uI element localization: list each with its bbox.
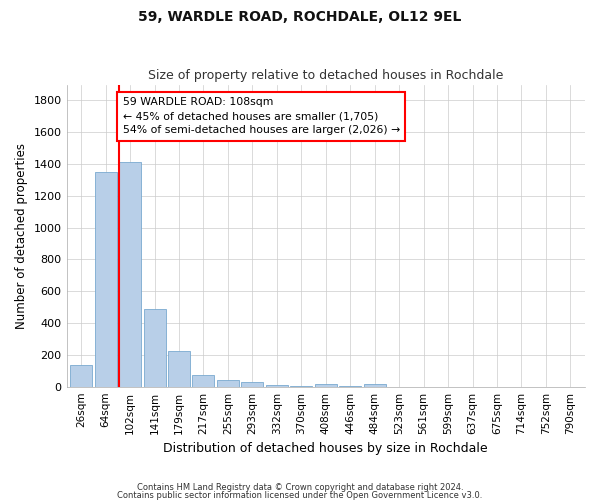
Bar — [217, 380, 239, 386]
Bar — [119, 162, 141, 386]
Text: Contains HM Land Registry data © Crown copyright and database right 2024.: Contains HM Land Registry data © Crown c… — [137, 484, 463, 492]
Text: 59, WARDLE ROAD, ROCHDALE, OL12 9EL: 59, WARDLE ROAD, ROCHDALE, OL12 9EL — [139, 10, 461, 24]
X-axis label: Distribution of detached houses by size in Rochdale: Distribution of detached houses by size … — [163, 442, 488, 455]
Bar — [143, 309, 166, 386]
Bar — [266, 385, 288, 386]
Title: Size of property relative to detached houses in Rochdale: Size of property relative to detached ho… — [148, 69, 503, 82]
Bar — [70, 365, 92, 386]
Bar — [95, 172, 116, 386]
Bar — [168, 351, 190, 386]
Bar — [315, 384, 337, 386]
Bar — [364, 384, 386, 386]
Bar — [241, 382, 263, 386]
Text: 59 WARDLE ROAD: 108sqm
← 45% of detached houses are smaller (1,705)
54% of semi-: 59 WARDLE ROAD: 108sqm ← 45% of detached… — [123, 98, 400, 136]
Y-axis label: Number of detached properties: Number of detached properties — [15, 142, 28, 328]
Bar — [193, 375, 214, 386]
Text: Contains public sector information licensed under the Open Government Licence v3: Contains public sector information licen… — [118, 491, 482, 500]
